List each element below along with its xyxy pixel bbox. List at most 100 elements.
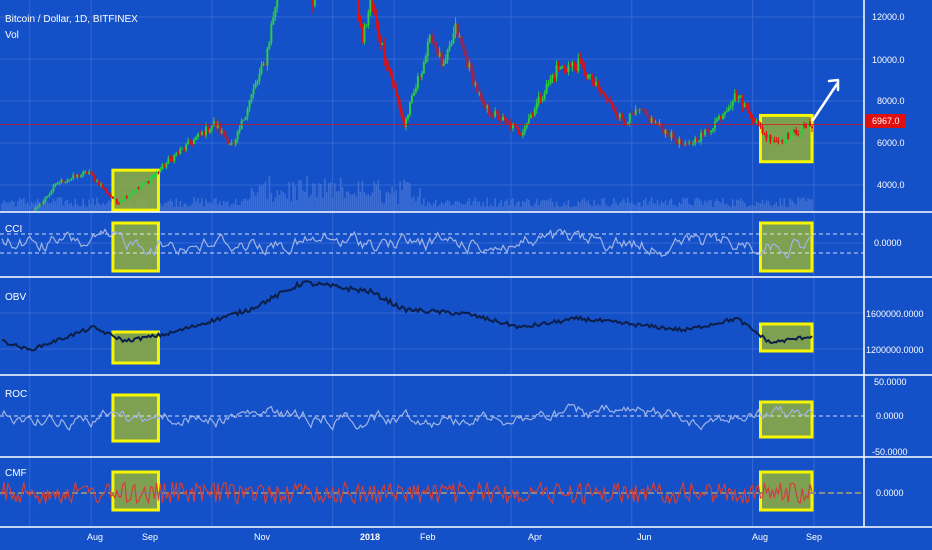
cmf-tick-label: 0.0000 bbox=[876, 488, 904, 498]
candle-body bbox=[454, 23, 457, 34]
candle-body bbox=[527, 118, 530, 124]
candle-body bbox=[636, 109, 639, 111]
volume-bar bbox=[282, 191, 285, 211]
volume-bar bbox=[189, 205, 191, 211]
candle-body bbox=[46, 196, 49, 198]
volume-bar bbox=[811, 199, 813, 211]
candle-body bbox=[682, 144, 685, 146]
volume-bar bbox=[310, 194, 312, 211]
candle-body bbox=[52, 185, 55, 192]
candle-body bbox=[44, 196, 47, 201]
volume-bar bbox=[423, 198, 425, 211]
candle-body bbox=[559, 66, 562, 70]
candle-body bbox=[612, 109, 615, 112]
candle-body bbox=[173, 154, 176, 161]
volume-bar bbox=[670, 198, 673, 211]
volume-bar bbox=[371, 192, 374, 211]
candle-body bbox=[272, 16, 275, 25]
cci-line bbox=[1, 228, 813, 259]
candle-body bbox=[86, 171, 89, 175]
volume-bar bbox=[452, 204, 455, 211]
candle-body bbox=[84, 171, 87, 173]
volume-bar bbox=[761, 199, 764, 211]
candle-body bbox=[440, 52, 443, 67]
volume-bar bbox=[543, 200, 546, 211]
volume-bar bbox=[341, 187, 344, 211]
volume-bar bbox=[333, 183, 336, 211]
obv-line bbox=[1, 280, 813, 352]
candle-body bbox=[466, 56, 469, 68]
candle-body bbox=[601, 92, 604, 94]
volume-bar bbox=[587, 200, 590, 211]
candle-body bbox=[420, 73, 423, 77]
candle-body bbox=[533, 109, 536, 116]
volume-bar bbox=[383, 203, 386, 211]
candle-body bbox=[428, 35, 431, 43]
volume-bar bbox=[248, 198, 251, 211]
volume-bar bbox=[747, 205, 750, 211]
volume-bar bbox=[246, 200, 249, 211]
candle-body bbox=[201, 131, 204, 135]
volume-bar bbox=[522, 201, 524, 211]
candle-body bbox=[811, 126, 813, 129]
volume-bar bbox=[19, 198, 21, 211]
obv-pane-label: OBV bbox=[5, 292, 26, 303]
candle-body bbox=[430, 35, 433, 43]
candle-body bbox=[648, 115, 651, 123]
candle-body bbox=[721, 114, 724, 119]
candle-body bbox=[646, 114, 649, 116]
volume-bar bbox=[240, 201, 243, 211]
volume-bar bbox=[801, 197, 803, 211]
volume-bar bbox=[100, 204, 102, 211]
candle-body bbox=[779, 140, 782, 142]
candle-body bbox=[664, 130, 667, 134]
candle-body bbox=[197, 133, 200, 138]
candle-body bbox=[452, 33, 455, 43]
candle-body bbox=[650, 117, 653, 123]
volume-bar bbox=[678, 202, 681, 211]
candle-body bbox=[210, 125, 213, 130]
candle-body bbox=[234, 138, 237, 145]
volume-bar bbox=[272, 201, 275, 211]
candle-body bbox=[406, 114, 409, 119]
chart-title: Bitcoin / Dollar, 1D, BITFINEX bbox=[5, 14, 138, 25]
candle-body bbox=[763, 133, 766, 135]
x-tick-label: Nov bbox=[254, 532, 271, 542]
candle-body bbox=[379, 35, 382, 45]
volume-bar bbox=[379, 189, 382, 211]
volume-bar bbox=[108, 199, 110, 211]
candle-body bbox=[113, 198, 116, 200]
candle-body bbox=[258, 73, 261, 81]
candle-body bbox=[268, 42, 271, 49]
volume-bar bbox=[58, 197, 61, 211]
volume-bar bbox=[777, 206, 780, 211]
volume-bar bbox=[278, 194, 281, 211]
candle-body bbox=[177, 153, 180, 155]
candle-body bbox=[547, 83, 550, 85]
candle-body bbox=[496, 111, 499, 114]
candle-body bbox=[256, 80, 259, 84]
candle-body bbox=[436, 48, 439, 57]
candle-body bbox=[410, 95, 413, 103]
candle-body bbox=[686, 143, 689, 145]
volume-bar bbox=[403, 179, 405, 211]
volume-bar bbox=[286, 198, 288, 211]
candle-body bbox=[557, 65, 560, 70]
volume-bar bbox=[593, 199, 595, 211]
candle-body bbox=[620, 113, 623, 120]
volume-bar bbox=[92, 198, 94, 211]
volume-bar bbox=[345, 191, 348, 211]
volume-bar bbox=[700, 200, 702, 211]
volume-bar bbox=[250, 187, 253, 211]
volume-bar bbox=[70, 202, 73, 211]
candle-body bbox=[717, 115, 720, 120]
candle-body bbox=[389, 68, 392, 77]
volume-bar bbox=[54, 201, 57, 211]
volume-bar bbox=[104, 204, 106, 211]
volume-bar bbox=[217, 203, 219, 211]
volume-bar bbox=[520, 206, 522, 211]
candle-body bbox=[363, 26, 366, 43]
candle-body bbox=[133, 191, 136, 193]
volume-bar bbox=[438, 204, 441, 211]
candle-body bbox=[614, 111, 617, 117]
